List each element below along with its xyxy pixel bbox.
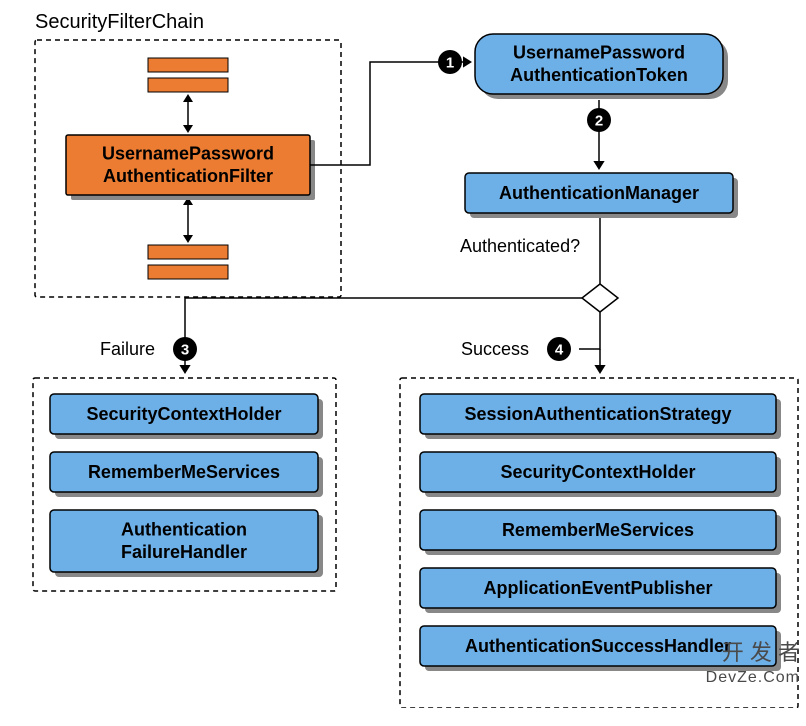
failure-item-0-label: SecurityContextHolder	[86, 404, 281, 424]
filter-bar-2	[148, 245, 228, 259]
canvas-bg	[0, 0, 806, 726]
auth-token-node-label: AuthenticationToken	[510, 65, 688, 85]
success-label: Success	[461, 339, 529, 359]
failure-item-2-label: Authentication	[121, 520, 247, 540]
auth-token-node-label: UsernamePassword	[513, 43, 685, 63]
bottom-crop	[0, 708, 806, 726]
success-item-3-label: ApplicationEventPublisher	[483, 578, 712, 598]
marker-4-label: 4	[555, 342, 564, 359]
auth-filter-node-label: UsernamePassword	[102, 144, 274, 164]
success-item-0-label: SessionAuthenticationStrategy	[464, 404, 731, 424]
watermark-line1: 开 发 者	[722, 640, 800, 665]
success-item-2-label: RememberMeServices	[502, 520, 694, 540]
marker-1-label: 1	[446, 55, 454, 72]
watermark-line2: DevZe.Com	[706, 669, 800, 686]
failure-item-1-label: RememberMeServices	[88, 462, 280, 482]
filter-bar-0	[148, 58, 228, 72]
marker-2-label: 2	[595, 113, 603, 130]
authenticated-label: Authenticated?	[460, 236, 580, 256]
success-item-1-label: SecurityContextHolder	[500, 462, 695, 482]
failure-item-2-label: FailureHandler	[121, 542, 247, 562]
marker-3-label: 3	[181, 342, 189, 359]
filter-chain-title: SecurityFilterChain	[35, 11, 204, 33]
failure-label: Failure	[100, 339, 155, 359]
filter-bar-3	[148, 265, 228, 279]
auth-filter-node-label: AuthenticationFilter	[103, 166, 273, 186]
filter-bar-1	[148, 78, 228, 92]
success-item-4-label: AuthenticationSuccessHandler	[465, 636, 731, 656]
auth-manager-node-label: AuthenticationManager	[499, 183, 699, 203]
